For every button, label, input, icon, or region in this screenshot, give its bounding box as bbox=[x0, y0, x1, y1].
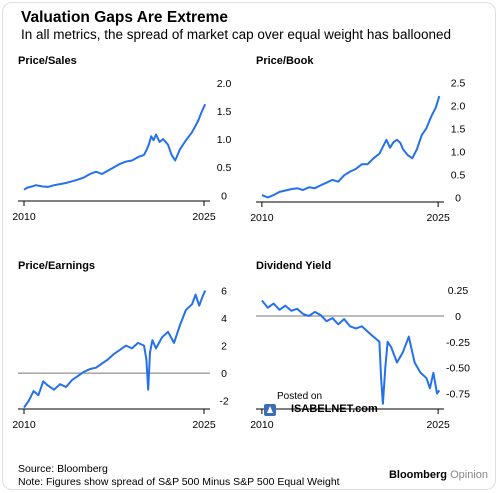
y-tick-label: -0.75 bbox=[446, 389, 470, 401]
brand-opinion: Opinion bbox=[450, 469, 488, 481]
y-tick-label: 1.0 bbox=[451, 146, 466, 158]
y-tick-label: 0 bbox=[221, 190, 227, 202]
y-tick-label: 0 bbox=[455, 192, 461, 204]
panel-title: Dividend Yield bbox=[256, 260, 331, 272]
y-tick-label: 0.25 bbox=[448, 285, 469, 297]
panel-price-sales: Price/Sales 0 0.5 1.0 1.5 2.0 2010 2025 bbox=[12, 55, 231, 223]
y-tick-label: 1.5 bbox=[217, 106, 232, 118]
brand-bloomberg: Bloomberg bbox=[388, 469, 448, 481]
series-line bbox=[23, 103, 207, 191]
series-line bbox=[261, 299, 441, 405]
y-tick-label: -0.50 bbox=[446, 363, 470, 375]
x-tick-label: 2025 bbox=[426, 212, 450, 224]
figure-title: Valuation Gaps Are Extreme bbox=[21, 9, 229, 26]
y-tick-label: 4 bbox=[221, 313, 227, 325]
x-tick-label: 2010 bbox=[250, 419, 274, 431]
watermark-line1: Posted on bbox=[277, 391, 323, 402]
watermark-line2: ISABELNET.com bbox=[291, 403, 378, 415]
y-tick-label: 2.5 bbox=[451, 77, 466, 89]
bloomberg-opinion-logo: Bloomberg Opinion bbox=[389, 469, 488, 481]
panel-title: Price/Book bbox=[256, 55, 314, 67]
series-line bbox=[261, 95, 441, 199]
figure-subtitle: In all metrics, the spread of market cap… bbox=[21, 27, 451, 42]
isabelnet-logo-icon bbox=[264, 404, 276, 416]
x-tick-label: 2025 bbox=[192, 419, 216, 431]
x-tick-label: 2010 bbox=[12, 419, 36, 431]
panel-dividend-yield: Dividend Yield -0.75 -0.50 -0.25 0 0.25 2010 20… bbox=[250, 260, 470, 431]
y-tick-label: 6 bbox=[221, 286, 227, 298]
y-tick-label: 1.0 bbox=[217, 134, 232, 146]
watermark: Posted on ISABELNET.com bbox=[277, 390, 378, 416]
panel-title: Price/Sales bbox=[18, 55, 77, 67]
y-tick-label: 0 bbox=[455, 311, 461, 323]
source-note: Source: Bloomberg bbox=[18, 463, 108, 475]
x-tick-label: 2010 bbox=[12, 211, 36, 223]
y-tick-label: 1.5 bbox=[451, 123, 466, 135]
y-tick-label: 2.0 bbox=[217, 78, 232, 90]
y-tick-label: 0.5 bbox=[451, 169, 466, 181]
chart-card: Valuation Gaps Are Extreme In all metric… bbox=[2, 2, 496, 490]
footnote: Note: Figures show spread of S&P 500 Min… bbox=[18, 476, 340, 488]
y-tick-label: 2.0 bbox=[451, 100, 466, 112]
y-tick-label: 0.5 bbox=[217, 162, 232, 174]
series-line bbox=[23, 290, 207, 409]
panel-price-earnings: Price/Earnings -2 0 2 4 6 2010 2025 bbox=[12, 260, 229, 431]
x-tick-label: 2010 bbox=[250, 212, 274, 224]
x-tick-label: 2025 bbox=[192, 211, 216, 223]
panel-price-book: Price/Book 0 0.5 1.0 1.5 2.0 2.5 2010 2025 bbox=[250, 55, 465, 224]
y-tick-label: -2 bbox=[219, 396, 228, 408]
panel-title: Price/Earnings bbox=[18, 260, 95, 272]
y-tick-label: 0 bbox=[221, 368, 227, 380]
x-tick-label: 2025 bbox=[426, 419, 450, 431]
y-tick-label: 2 bbox=[221, 341, 227, 353]
y-tick-label: -0.25 bbox=[446, 337, 470, 349]
